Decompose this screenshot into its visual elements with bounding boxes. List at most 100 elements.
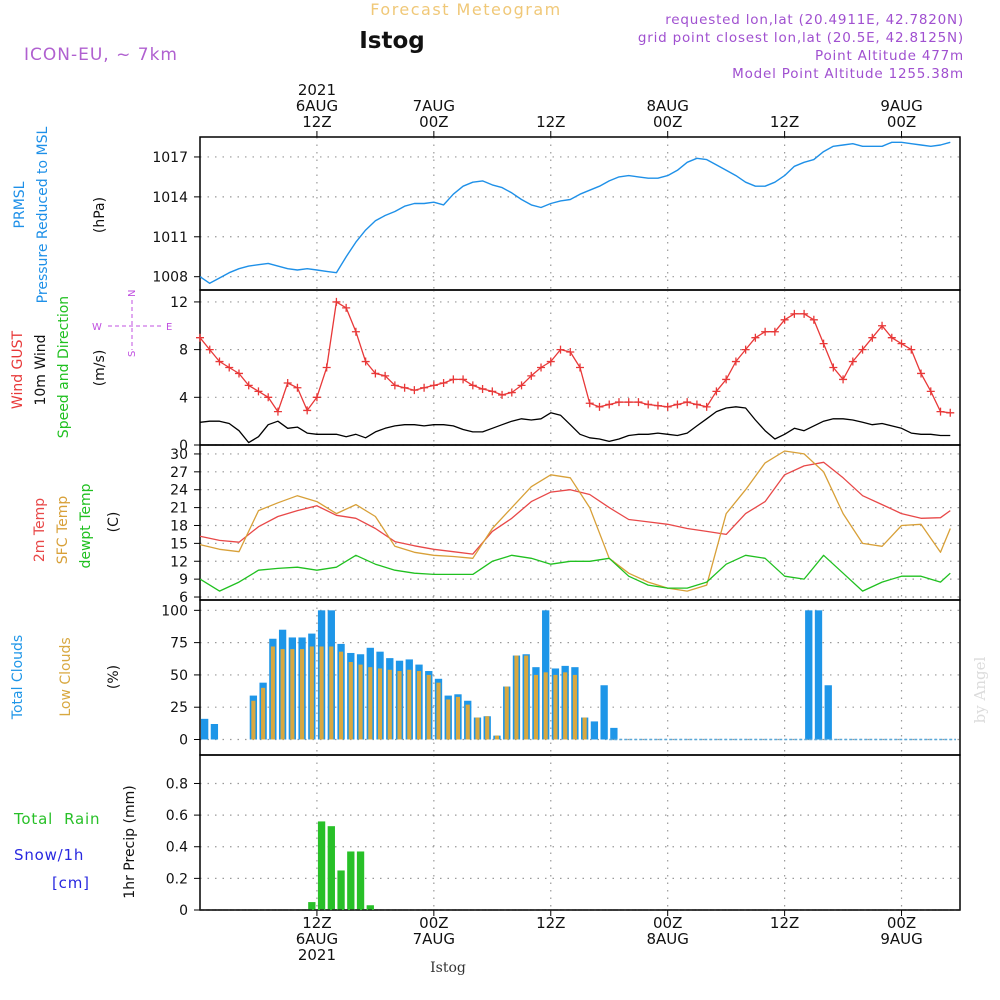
bottom-axis-label: 8AUG [646, 930, 688, 948]
temp-label-3: dewpt Temp [78, 483, 94, 568]
clouds-unit: (%) [106, 665, 122, 689]
gust-point [790, 309, 799, 318]
gust-point [897, 339, 906, 348]
temp-ytick-label: 9 [179, 572, 188, 588]
top-axis-label: 9AUG [880, 97, 922, 115]
gust-point [702, 402, 711, 411]
temp-ytick-label: 6 [179, 590, 188, 606]
gust-point [390, 381, 399, 390]
low-cloud-bar [572, 674, 577, 740]
gust-point [429, 381, 438, 390]
temp2m-series-line [199, 461, 951, 555]
low-cloud-bar [543, 672, 548, 740]
precip-ytick-label: 0 [179, 903, 188, 919]
low-cloud-bar [524, 655, 529, 740]
low-cloud-bar [465, 704, 470, 740]
temp-ytick-label: 18 [170, 518, 188, 534]
gust-point [614, 398, 623, 407]
low-cloud-bar [407, 669, 412, 740]
rain-bar [347, 851, 355, 910]
gust-point [692, 400, 701, 409]
dewpt-series-line [199, 554, 951, 592]
gust-point [644, 400, 653, 409]
gust-point [410, 386, 419, 395]
gust-point [683, 398, 692, 407]
gust-point [420, 383, 429, 392]
gust-point [303, 406, 312, 415]
gust-point [527, 371, 536, 380]
total-cloud-bar [201, 718, 209, 740]
temp-ytick-label: 30 [170, 447, 188, 463]
wind-ytick-label: 12 [170, 295, 188, 311]
temp-label-2: SFC Temp [55, 496, 71, 565]
low-cloud-bar [563, 672, 568, 740]
gust-point [780, 315, 789, 324]
precip-frame [199, 754, 961, 911]
compass-e: E [166, 322, 172, 333]
pressure-ytick-label: 1011 [152, 230, 188, 246]
gust-point [634, 398, 643, 407]
top-axis-label: 00Z [419, 113, 448, 131]
precip-label-1: Total Rain [13, 810, 100, 828]
precip-unit: 1hr Precip (mm) [122, 785, 138, 898]
gust-point [537, 363, 546, 372]
rain-bar [327, 826, 335, 910]
pressure-ytick-label: 1008 [152, 270, 188, 286]
pressure-ytick-label: 1017 [152, 150, 188, 166]
sfc-temp-series-line [199, 450, 951, 592]
gust-point [517, 381, 526, 390]
wind-panel-labels: Wind GUST 10m Wind Speed and Direction (… [10, 290, 172, 439]
gust-point [868, 333, 877, 342]
total-cloud-bar [805, 610, 813, 740]
clouds-ytick-label: 0 [179, 733, 188, 749]
station-title: Istog [359, 28, 425, 54]
low-cloud-bar [504, 686, 509, 740]
precip-ytick-label: 0.4 [166, 840, 188, 856]
bottom-axis-label: 00Z [419, 914, 448, 932]
info-line-1: requested lon,lat (20.4911E, 42.7820N) [665, 12, 964, 28]
precip-panel-labels: Total Rain Snow/1h [cm] 1hr Precip (mm) [13, 785, 138, 898]
rain-bar [337, 870, 345, 910]
info-line-3: Point Altitude 477m [815, 48, 964, 64]
wind-ytick-label: 4 [179, 390, 188, 406]
temp-ytick-label: 24 [170, 483, 188, 499]
clouds-panel-labels: Total Clouds Low Clouds (%) [10, 635, 122, 720]
gust-point [731, 357, 740, 366]
precip-ytick-label: 0.2 [166, 871, 188, 887]
gust-point [858, 345, 867, 354]
gust-point [273, 407, 282, 416]
gust-point [907, 345, 916, 354]
gust-point [293, 383, 302, 392]
gust-point [361, 357, 370, 366]
temp-ytick-label: 21 [170, 501, 188, 517]
low-cloud-bar [553, 674, 558, 740]
gust-point [595, 402, 604, 411]
gust-point [332, 297, 341, 306]
gust-point [673, 400, 682, 409]
top-axis-label: 12Z [302, 113, 331, 131]
gust-point [770, 327, 779, 336]
gust-point [283, 379, 292, 387]
gust-point [653, 401, 662, 410]
pressure-series-line [199, 141, 951, 284]
gust-point [468, 381, 477, 390]
gust-point [917, 369, 926, 378]
watermark: by Angel [971, 656, 989, 723]
info-line-2: grid point closest lon,lat (20.5E, 42.81… [638, 30, 964, 46]
total-cloud-bar [610, 727, 618, 740]
top-axis-label: 6AUG [296, 97, 338, 115]
wind-ytick-label: 0 [179, 438, 188, 454]
low-cloud-bar [533, 674, 538, 740]
pressure-frame [199, 136, 961, 291]
gust-point [887, 333, 896, 342]
low-cloud-bar [436, 682, 441, 740]
top-axis-label: 12Z [536, 113, 565, 131]
gust-point [741, 345, 750, 354]
gust-point [566, 348, 575, 356]
compass-w: W [92, 322, 102, 333]
low-cloud-bar [582, 717, 587, 740]
gust-point [819, 339, 828, 348]
gust-point [829, 363, 838, 372]
low-cloud-bar [514, 655, 519, 740]
wind-label-2: 10m Wind [33, 334, 49, 405]
